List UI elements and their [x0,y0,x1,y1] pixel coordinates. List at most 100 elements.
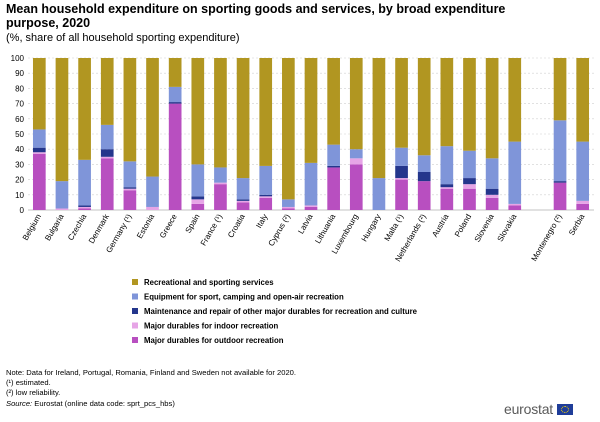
note-line: Note: Data for Ireland, Portugal, Romani… [6,368,297,377]
bar-segment [440,188,454,210]
bar-segment [553,58,567,121]
bar-segment [576,58,590,142]
bar-segment [485,194,499,198]
bar-segment [417,172,431,182]
bar-segment [576,141,590,201]
chart-title: Mean household expenditure on sporting g… [6,2,506,30]
bar-segment [327,167,340,210]
bar-segment [304,206,318,210]
x-tick-label: Latvia [296,212,315,235]
bar-segment [553,182,567,210]
y-tick-label: 20 [15,176,24,185]
x-tick-label: Montenegro (²) [530,212,564,263]
bar-segment [146,176,159,207]
bar-segment [304,205,318,207]
bar-segment [259,58,273,166]
bar-segment [349,58,363,150]
y-tick-label: 100 [11,54,25,63]
bar-segment [191,196,205,200]
x-tick-label: Spain [184,213,202,235]
x-tick-label: Italy [254,213,269,230]
bar-segment [55,58,69,182]
bar-segment [191,58,205,165]
bar-segment [417,58,431,156]
bar-segment [123,187,137,189]
bar-segment [100,124,114,150]
y-tick-label: 50 [15,130,24,139]
x-tick-label: Lithuania [313,212,337,245]
bar-segment [191,199,205,204]
bar-segment [553,120,567,182]
bar-segment [214,184,227,210]
bar-segment [259,165,273,195]
legend-label: Recreational and sporting services [144,278,274,287]
bar-segment [78,205,91,207]
bar-segment [78,206,91,209]
bar-segment [236,199,250,201]
bar-segment [508,203,522,206]
bar-segment [55,181,69,209]
bar-segment [440,184,454,188]
bar-segment [236,58,250,179]
footnotes: Note: Data for Ireland, Portugal, Romani… [6,368,296,409]
bar-segment [100,158,114,210]
bar-segment [304,58,318,163]
legend-swatch [132,337,138,343]
bar-segment [32,58,46,130]
bar-segment [395,179,408,210]
bar-segment [78,159,91,206]
x-tick-label: Greece [158,212,179,240]
bar-segment [32,153,46,210]
bar-segment [168,58,182,87]
bar-segment [282,58,295,200]
bar-segment [259,194,273,197]
eurostat-wordmark: eurostat [504,401,553,417]
x-tick-label: Denmark [87,212,112,245]
bar-segment [214,182,227,185]
bar-segment [214,58,227,168]
bar-segment [282,206,295,209]
note-estimated: (¹) estimated. [6,378,51,388]
bar-segment [372,58,386,179]
y-tick-label: 40 [15,145,24,154]
bar-segment [123,161,137,188]
legend-swatch [132,293,138,300]
bar-segment [395,58,408,148]
bar-segment [168,103,182,210]
bar-segment [100,156,114,159]
x-tick-label: Serbia [567,212,587,237]
bar-segment [123,58,137,162]
bar-segment [191,164,205,197]
source-text: Eurostat (online data code: sprt_pcs_hbs… [32,398,175,408]
bar-segment [191,203,205,210]
bar-segment [259,196,273,198]
note-low-reliability: (²) low reliability. [6,388,61,398]
x-tick-label: Estonia [135,212,156,240]
bar-segment [395,165,408,179]
legend-swatch [132,322,138,329]
bar-segment [395,147,408,166]
bar-segment [395,178,408,180]
bar-segment [214,167,227,183]
bar-segment [463,58,476,151]
x-tick-label: France (¹) [199,212,225,247]
x-tick-label: Poland [453,213,473,239]
bar-segment [440,146,454,185]
bar-segment [168,86,182,103]
y-tick-label: 0 [20,206,25,215]
bar-segment [168,102,182,104]
bar-segment [417,181,431,210]
bar-segment [508,141,522,204]
stacked-bar-chart: 0 10 20 30 40 50 60 70 80 90 100 Belgium Bulgaria Cze… [11,54,594,345]
bar-segment [282,199,295,207]
x-tick-label: Hungary [360,213,383,244]
y-tick-label: 60 [15,115,24,124]
x-tick-label: Bulgaria [43,212,66,242]
bar-segment [236,200,250,203]
bar-segment [463,150,476,179]
bar-segment [553,181,567,183]
bar-segment [78,208,91,210]
bar-segment [327,144,340,166]
bar-segment [259,197,273,210]
bar-segment [576,203,590,210]
